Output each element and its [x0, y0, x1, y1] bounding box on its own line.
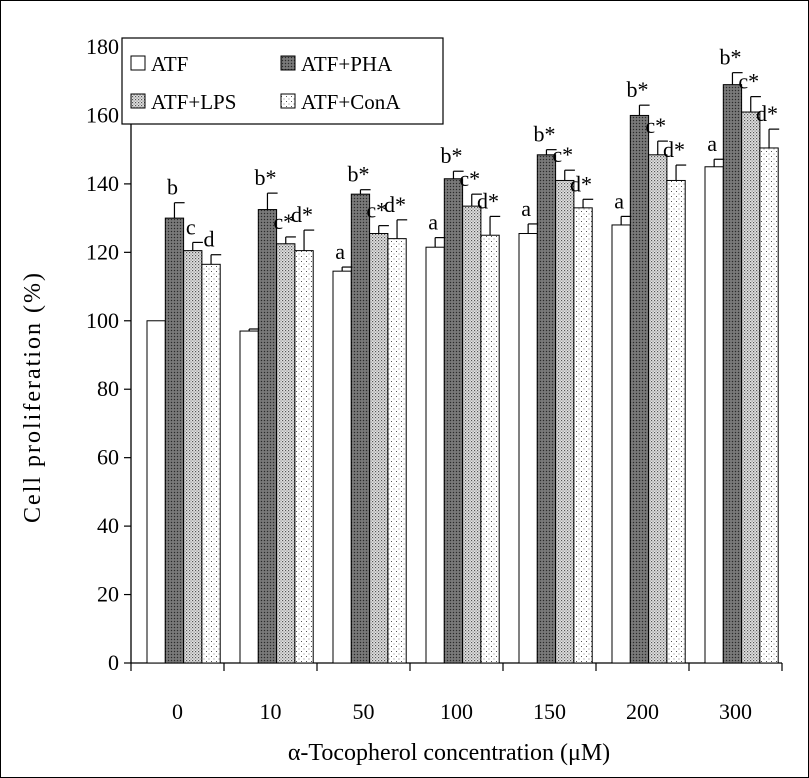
- significance-labels: a a a a a b b* b* b* b* b* b* c c* c* c* c* c* c* d d* d* d* d*…: [167, 45, 778, 264]
- significance-label: c*: [459, 166, 480, 191]
- significance-label: d*: [384, 192, 406, 217]
- legend-swatch: [130, 55, 146, 71]
- y-tick-label: 100: [86, 308, 119, 333]
- bar: [759, 147, 779, 664]
- bar: [722, 84, 743, 664]
- x-tick-label: 10: [260, 699, 282, 724]
- significance-label: c*: [645, 113, 666, 138]
- x-tick-label: 0: [172, 699, 183, 724]
- significance-label: b*: [719, 45, 741, 70]
- bar: [350, 193, 371, 664]
- legend-box: [121, 37, 444, 125]
- significance-label: a: [335, 239, 345, 264]
- significance-label: a: [707, 131, 717, 156]
- y-tick-label: 0: [108, 650, 119, 675]
- significance-label: c*: [552, 142, 573, 167]
- x-axis-ticks: 0 10 50 100 150 200 300: [130, 663, 783, 724]
- bar: [239, 330, 259, 664]
- bar: [146, 320, 166, 664]
- significance-label: d*: [477, 188, 499, 213]
- significance-label: b: [167, 175, 178, 200]
- y-tick-label: 20: [97, 582, 119, 607]
- bar: [611, 224, 631, 664]
- significance-label: c*: [738, 69, 759, 94]
- x-tick-label: 200: [626, 699, 659, 724]
- y-tick-label: 120: [86, 239, 119, 264]
- legend-label: ATF: [151, 52, 188, 76]
- bar: [518, 233, 538, 664]
- x-tick-label: 50: [353, 699, 375, 724]
- bar: [648, 154, 668, 664]
- significance-label: a: [521, 196, 531, 221]
- significance-label: a: [428, 210, 438, 235]
- legend-label: ATF+ConA: [301, 90, 401, 114]
- bar: [462, 205, 482, 664]
- x-tick-label: 300: [719, 699, 752, 724]
- bar: [573, 207, 593, 664]
- y-tick-label: 160: [86, 102, 119, 127]
- bar: [369, 233, 389, 664]
- significance-label: a: [614, 188, 624, 213]
- y-tick-label: 60: [97, 445, 119, 470]
- bar: [629, 114, 650, 664]
- legend-label: ATF+PHA: [301, 52, 393, 76]
- significance-label: c*: [366, 198, 387, 223]
- bar: [480, 234, 500, 664]
- bar: [332, 270, 352, 664]
- bar: [425, 246, 445, 664]
- bar: [536, 154, 557, 664]
- bar: [387, 238, 407, 664]
- error-bars: [173, 72, 780, 332]
- bar: [555, 179, 575, 664]
- significance-label: c: [186, 214, 196, 239]
- bar: [443, 178, 464, 664]
- y-tick-label: 140: [86, 171, 119, 196]
- significance-label: b*: [347, 162, 369, 187]
- y-tick-label: 40: [97, 513, 119, 538]
- significance-label: d*: [291, 202, 313, 227]
- bar: [704, 166, 724, 664]
- x-tick-label: 150: [533, 699, 566, 724]
- bar: [201, 263, 221, 664]
- significance-label: d*: [570, 171, 592, 196]
- significance-label: b*: [626, 77, 648, 102]
- bar: [183, 250, 203, 664]
- significance-label: d: [204, 227, 215, 252]
- significance-label: c*: [273, 209, 294, 234]
- legend: ATF ATF+PHA ATF+LPS ATF+ConA: [121, 37, 444, 125]
- bar: [257, 209, 278, 664]
- y-tick-label: 80: [97, 376, 119, 401]
- y-tick-label: 180: [86, 34, 119, 59]
- legend-label: ATF+LPS: [151, 90, 236, 114]
- bar: [294, 250, 314, 664]
- legend-swatch: [280, 55, 296, 71]
- x-axis-title: α-Tocopherol concentration (μM): [288, 740, 610, 766]
- bar: [276, 243, 296, 664]
- legend-swatch: [130, 93, 146, 109]
- bar: [741, 111, 761, 664]
- significance-label: b*: [254, 165, 276, 190]
- y-axis-title: Cell proliferation (%): [20, 271, 46, 523]
- significance-label: d*: [663, 137, 685, 162]
- bars: [146, 84, 779, 664]
- significance-label: d*: [756, 101, 778, 126]
- bar: [666, 179, 686, 664]
- significance-label: b*: [440, 143, 462, 168]
- x-tick-label: 100: [440, 699, 473, 724]
- significance-label: b*: [533, 122, 555, 147]
- y-axis-ticks: 0 20 40 60 80 100 120 140 160 180: [86, 34, 131, 675]
- legend-swatch: [280, 93, 296, 109]
- bar: [164, 217, 185, 664]
